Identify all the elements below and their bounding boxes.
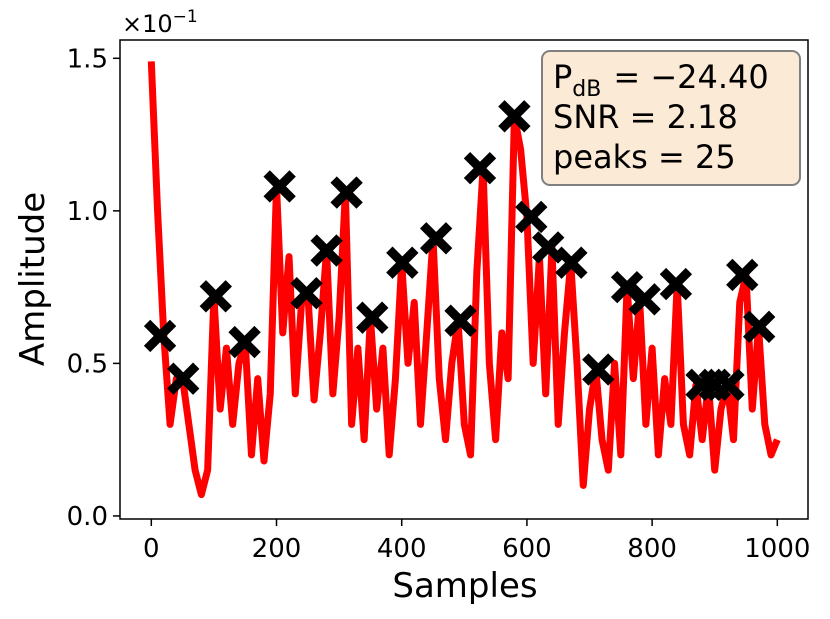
y-tick-label: 0.0 [67,502,108,532]
offset-base: ×10 [122,10,173,38]
peak-marker [628,283,661,316]
peak-marker [228,325,261,359]
x-tick-label: 400 [377,534,427,564]
peak-marker [444,304,477,337]
annotation-rest: = −24.40 [613,58,768,96]
offset-exponent: −1 [173,7,198,27]
peak-marker [263,170,296,203]
x-tick-label: 1000 [744,534,810,564]
signal-line [147,61,781,499]
peak-marker [742,310,776,343]
plot-frame [119,39,809,520]
peak-marker [498,100,531,133]
peak-marker [143,319,177,353]
peak-marker [726,258,759,292]
x-tick-label: 800 [627,534,677,564]
annotation-line: SNR = 2.18 [553,98,738,136]
y-tick-label: 0.5 [67,349,108,379]
y-offset-label: ×10−1 [122,7,198,38]
peak-marker [330,176,363,209]
annotation-text: SNR = 2.18 [553,98,738,136]
y-axis-label: Amplitude [13,192,53,366]
peak-marker [310,234,343,267]
peak-marker [532,231,565,264]
x-axis-label: Samples [392,566,537,606]
peak-marker [290,277,323,310]
peak-marker [199,280,232,313]
peak-marker [659,267,693,301]
peak-marker [419,222,453,255]
x-tick-label: 600 [502,534,552,564]
peak-marker [555,246,588,279]
y-tick-label: 1.0 [67,197,108,227]
annotation-text: peaks = 25 [553,138,736,176]
x-tick-label: 200 [252,534,302,564]
peak-marker [386,246,419,279]
peak-marker [356,301,389,334]
annotation-line: peaks = 25 [553,138,736,176]
annotation-subscript: dB [572,77,601,102]
peak-marker [463,151,497,185]
x-tick-label: 0 [143,534,160,564]
y-tick-label: 1.5 [67,44,108,74]
peak-marker [712,368,745,401]
annotation-text: P [553,58,572,96]
peak-marker [167,362,200,395]
annotation-box [541,50,801,186]
annotation-line: PdB = −24.40 [553,58,769,102]
peak-marker [582,353,615,386]
peak-marker [515,200,548,234]
